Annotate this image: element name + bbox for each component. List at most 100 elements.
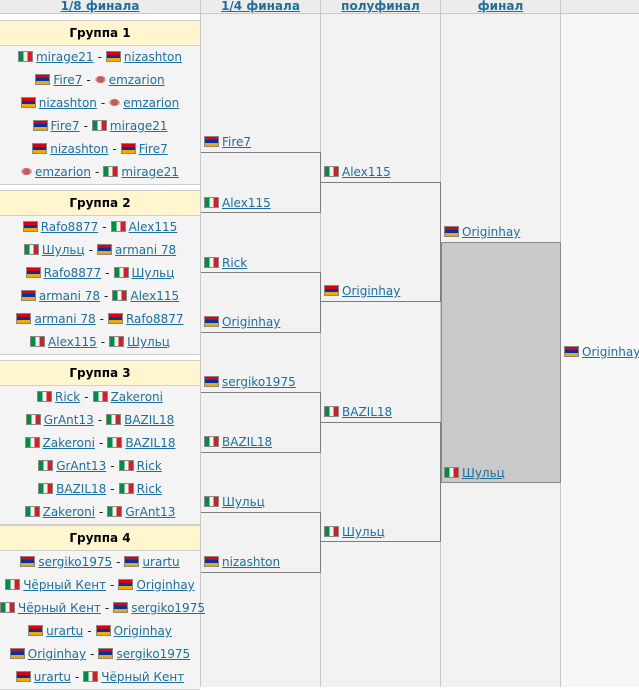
player-link[interactable]: Zakeroni <box>42 436 95 450</box>
player-link[interactable]: Alex115 <box>48 335 97 349</box>
player-link[interactable]: nizashton <box>123 50 183 64</box>
armenia-flag-icon <box>20 290 36 301</box>
player-link[interactable]: Шульц <box>127 335 170 349</box>
player-link[interactable]: sergiko1975 <box>131 601 205 615</box>
player-link[interactable]: Чёрный Кент <box>101 670 185 684</box>
player-link[interactable]: GrAnt13 <box>125 505 176 519</box>
player-link[interactable]: Fire7 <box>50 119 80 133</box>
group-match-row: GrAnt13- BAZIL18 <box>0 409 200 433</box>
italy-flag-icon <box>107 437 123 448</box>
player-link[interactable]: armani 78 <box>38 289 101 303</box>
italy-flag-icon <box>24 506 40 517</box>
player-link[interactable]: Originhay <box>113 624 172 638</box>
italy-flag-icon <box>23 244 39 255</box>
italy-flag-icon <box>107 506 123 517</box>
player-link[interactable]: Fire7 <box>138 142 168 156</box>
armenia-flag-icon <box>105 51 121 62</box>
player-link[interactable]: BAZIL18 <box>124 413 175 427</box>
group-header: Группа 3 <box>0 360 200 386</box>
armenia-flag-icon <box>204 316 219 327</box>
group-match-row: Rick - Zakeroni <box>0 386 200 410</box>
player-link[interactable]: BAZIL18 <box>56 482 107 496</box>
versus-separator: - <box>104 601 110 615</box>
player-link[interactable]: Rick <box>222 256 248 270</box>
player-link[interactable]: Шульц <box>342 525 385 539</box>
player-link[interactable]: Чёрный Кент <box>18 601 101 615</box>
italy-flag-icon <box>106 414 122 425</box>
column-header-blank <box>561 0 639 14</box>
armenia-flag-icon <box>564 346 579 357</box>
armenia-flag-icon <box>22 221 38 232</box>
player-link[interactable]: Fire7 <box>222 135 252 149</box>
player-link[interactable]: Rick <box>136 482 162 496</box>
player-link[interactable]: Originhay <box>27 647 87 661</box>
versus-separator: - <box>90 647 95 661</box>
player-link[interactable]: Originhay <box>582 345 639 359</box>
versus-separator: - <box>99 312 104 326</box>
player-link[interactable]: Alex115 <box>222 196 271 210</box>
player-link[interactable]: Zakeroni <box>110 390 163 404</box>
versus-separator: - <box>104 289 109 303</box>
group-match-row: armani 78- Rafo8877 <box>0 308 200 332</box>
player-link[interactable]: nizashton <box>50 142 109 156</box>
player-link[interactable]: Originhay <box>222 315 281 329</box>
column-header-final[interactable]: финал <box>441 0 560 14</box>
italy-flag-icon <box>118 460 134 471</box>
armenia-flag-icon <box>120 143 136 154</box>
column-header-quarterfinal[interactable]: 1/4 финала <box>201 0 320 14</box>
player-link[interactable]: armani 78 <box>34 312 96 326</box>
player-link[interactable]: Шульц <box>222 495 265 509</box>
player-link[interactable]: Rafo8877 <box>125 312 184 326</box>
player-link[interactable]: Чёрный Кент <box>23 578 107 592</box>
player-link[interactable]: Шульц <box>462 466 505 480</box>
group-header: Группа 2 <box>0 190 200 216</box>
player-link[interactable]: Originhay <box>136 578 195 592</box>
player-link[interactable]: Alex115 <box>128 220 178 234</box>
player-link[interactable]: emzarion <box>108 73 165 87</box>
player-link[interactable]: Rafo8877 <box>40 220 99 234</box>
player-link[interactable]: Zakeroni <box>42 505 96 519</box>
group-match-row: Fire7- mirage21 <box>0 115 200 139</box>
player-link[interactable]: Alex115 <box>342 165 391 179</box>
player-link[interactable]: BAZIL18 <box>125 436 176 450</box>
player-link[interactable]: sergiko1975 <box>116 647 191 661</box>
player-link[interactable]: urartu <box>33 670 71 684</box>
armenia-flag-icon <box>28 625 44 636</box>
player-link[interactable]: emzarion <box>35 165 91 179</box>
player-link[interactable]: nizashton <box>38 96 97 110</box>
belarus-ball-icon <box>94 76 106 83</box>
column-divider <box>200 0 201 687</box>
player-link[interactable]: Fire7 <box>53 73 83 87</box>
player-link[interactable]: Шульц <box>131 266 175 280</box>
player-link[interactable]: mirage21 <box>35 50 94 64</box>
armenia-flag-icon <box>204 136 219 147</box>
player-link[interactable]: Шульц <box>41 243 85 257</box>
player-link[interactable]: nizashton <box>222 555 281 569</box>
player-link[interactable]: emzarion <box>123 96 180 110</box>
player-link[interactable]: GrAnt13 <box>56 459 107 473</box>
player-link[interactable]: Rick <box>136 459 162 473</box>
player-link[interactable]: Rafo8877 <box>43 266 102 280</box>
player-link[interactable]: urartu <box>142 555 180 569</box>
armenia-flag-icon <box>204 556 219 567</box>
italy-flag-icon <box>444 467 459 478</box>
semifinal-slot: Шульц <box>324 524 385 540</box>
player-link[interactable]: urartu <box>46 624 84 638</box>
player-link[interactable]: Alex115 <box>130 289 180 303</box>
player-link[interactable]: mirage21 <box>121 165 179 179</box>
player-link[interactable]: armani 78 <box>115 243 177 257</box>
column-header-round-of-16[interactable]: 1/8 финала <box>0 0 200 14</box>
player-link[interactable]: mirage21 <box>109 119 168 133</box>
player-link[interactable]: Originhay <box>462 225 521 239</box>
player-link[interactable]: Originhay <box>342 284 401 298</box>
armenia-flag-icon <box>118 579 134 590</box>
player-link[interactable]: BAZIL18 <box>222 435 273 449</box>
quarterfinal-slot: Originhay <box>204 314 280 330</box>
player-link[interactable]: Rick <box>55 390 81 404</box>
player-link[interactable]: sergiko1975 <box>222 375 296 389</box>
player-link[interactable]: BAZIL18 <box>342 405 393 419</box>
player-link[interactable]: sergiko1975 <box>38 555 113 569</box>
bracket-qf-2 <box>201 272 321 333</box>
player-link[interactable]: GrAnt13 <box>43 413 94 427</box>
column-header-semifinal[interactable]: полуфинал <box>321 0 440 14</box>
